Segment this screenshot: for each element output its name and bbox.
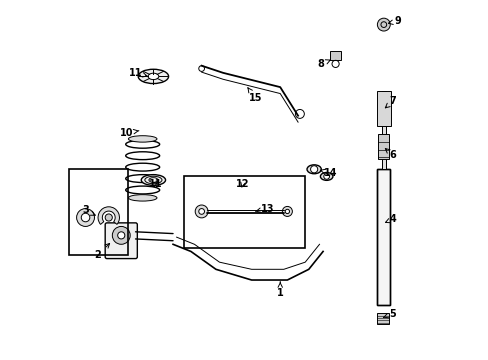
Bar bbox=[377, 169, 389, 305]
Text: 2: 2 bbox=[95, 243, 109, 260]
Text: 4: 4 bbox=[385, 214, 395, 224]
Ellipse shape bbox=[320, 172, 332, 180]
Text: 14: 14 bbox=[320, 168, 336, 178]
Ellipse shape bbox=[148, 73, 159, 80]
Text: 5: 5 bbox=[383, 309, 395, 319]
Text: 10: 10 bbox=[120, 128, 139, 138]
Bar bbox=[69, 169, 128, 255]
Circle shape bbox=[77, 208, 94, 226]
Text: 3: 3 bbox=[82, 205, 95, 215]
Text: 11: 11 bbox=[129, 68, 147, 78]
Text: 8: 8 bbox=[317, 59, 330, 69]
Text: 11: 11 bbox=[148, 179, 162, 189]
Circle shape bbox=[118, 232, 124, 239]
Text: 7: 7 bbox=[385, 96, 395, 108]
Circle shape bbox=[198, 208, 204, 214]
Text: 12: 12 bbox=[236, 179, 249, 189]
Bar bbox=[378, 134, 388, 158]
Text: 13: 13 bbox=[255, 203, 274, 213]
Bar bbox=[377, 169, 389, 305]
Bar bbox=[376, 313, 388, 324]
Circle shape bbox=[112, 226, 130, 244]
Ellipse shape bbox=[128, 136, 157, 142]
Wedge shape bbox=[98, 207, 119, 224]
Circle shape bbox=[310, 166, 317, 173]
Ellipse shape bbox=[138, 69, 168, 84]
Text: 15: 15 bbox=[247, 88, 262, 103]
Circle shape bbox=[105, 214, 112, 221]
Text: 9: 9 bbox=[387, 16, 401, 26]
Ellipse shape bbox=[141, 175, 165, 185]
Bar bbox=[381, 91, 385, 169]
Ellipse shape bbox=[128, 195, 157, 201]
Circle shape bbox=[195, 205, 207, 218]
Ellipse shape bbox=[306, 165, 321, 174]
Bar bbox=[376, 91, 390, 126]
Bar bbox=[381, 91, 385, 169]
Circle shape bbox=[282, 206, 292, 216]
Circle shape bbox=[323, 174, 329, 179]
Circle shape bbox=[377, 18, 389, 31]
Bar bbox=[183, 176, 305, 248]
Circle shape bbox=[285, 209, 289, 213]
Bar bbox=[329, 51, 340, 60]
FancyBboxPatch shape bbox=[105, 223, 137, 258]
Ellipse shape bbox=[149, 178, 158, 182]
Text: 1: 1 bbox=[276, 282, 283, 297]
Text: 6: 6 bbox=[385, 149, 395, 160]
Circle shape bbox=[81, 213, 90, 222]
